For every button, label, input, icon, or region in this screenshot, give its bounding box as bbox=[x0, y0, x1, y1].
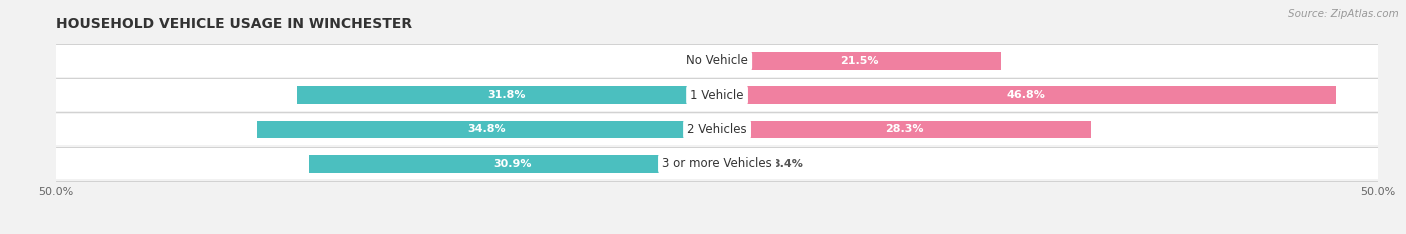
Text: Source: ZipAtlas.com: Source: ZipAtlas.com bbox=[1288, 9, 1399, 19]
Bar bbox=[257, 121, 717, 138]
Bar bbox=[56, 114, 1378, 145]
Text: 30.9%: 30.9% bbox=[494, 159, 531, 169]
Bar bbox=[56, 148, 1378, 179]
Bar bbox=[297, 86, 717, 104]
Bar bbox=[683, 52, 717, 70]
Bar bbox=[717, 121, 1091, 138]
Bar bbox=[56, 45, 1378, 77]
Text: HOUSEHOLD VEHICLE USAGE IN WINCHESTER: HOUSEHOLD VEHICLE USAGE IN WINCHESTER bbox=[56, 17, 412, 31]
Text: 31.8%: 31.8% bbox=[488, 90, 526, 100]
Bar bbox=[309, 155, 717, 173]
Text: 21.5%: 21.5% bbox=[839, 56, 879, 66]
Text: No Vehicle: No Vehicle bbox=[686, 55, 748, 67]
Text: 28.3%: 28.3% bbox=[884, 124, 924, 135]
Bar bbox=[717, 52, 1001, 70]
Text: 3 or more Vehicles: 3 or more Vehicles bbox=[662, 157, 772, 170]
Bar bbox=[56, 80, 1378, 111]
Text: 2 Vehicles: 2 Vehicles bbox=[688, 123, 747, 136]
Text: 46.8%: 46.8% bbox=[1007, 90, 1046, 100]
Text: 1 Vehicle: 1 Vehicle bbox=[690, 89, 744, 102]
Bar bbox=[717, 86, 1336, 104]
Text: 34.8%: 34.8% bbox=[468, 124, 506, 135]
Bar bbox=[717, 155, 762, 173]
Text: 2.6%: 2.6% bbox=[689, 56, 720, 66]
Text: 3.4%: 3.4% bbox=[772, 159, 803, 169]
